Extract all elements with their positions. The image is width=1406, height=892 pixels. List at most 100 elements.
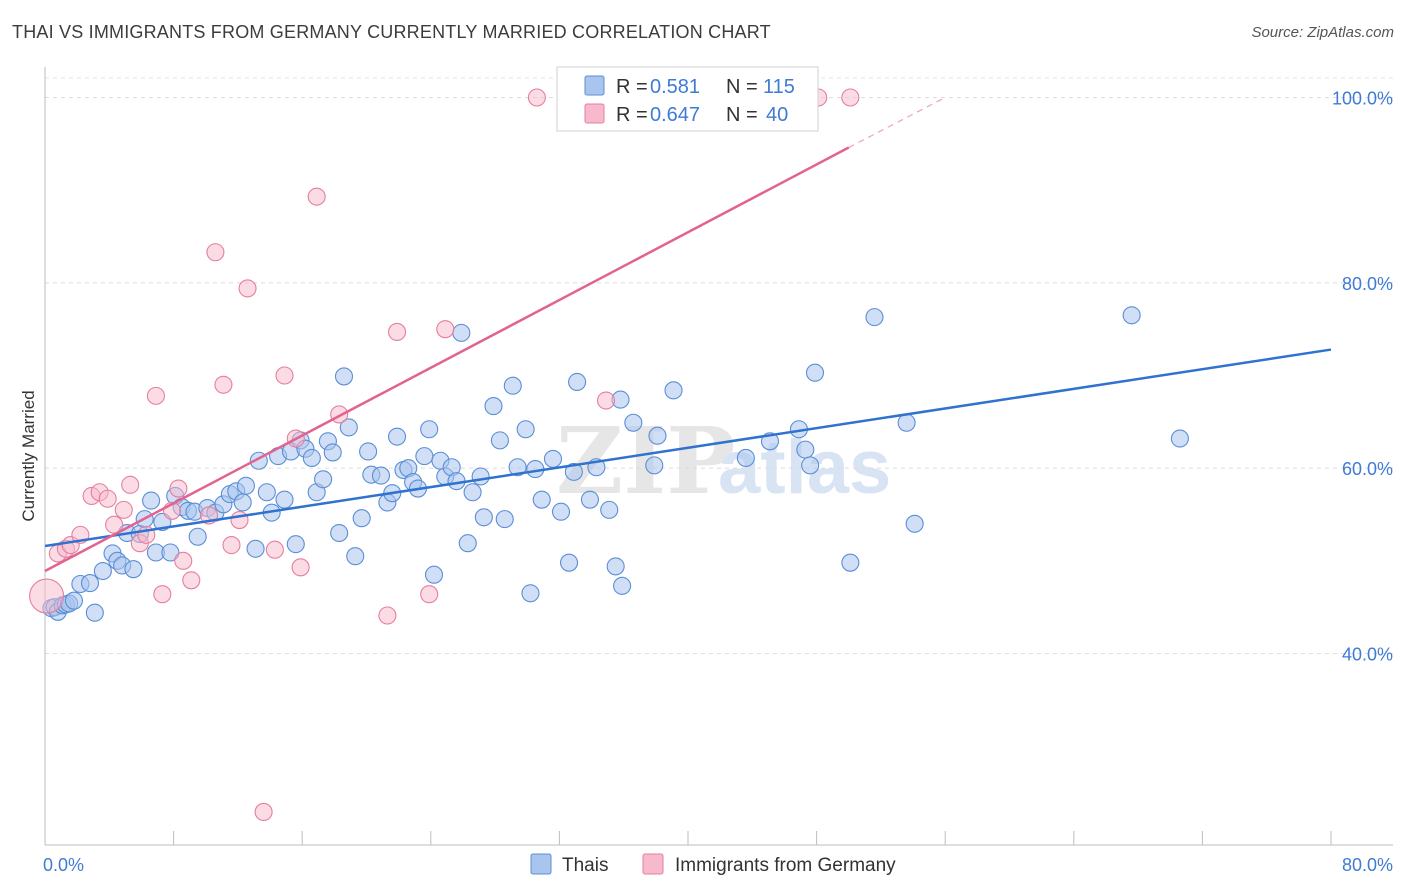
data-point-thais <box>415 447 434 466</box>
data-point-thais <box>551 502 571 521</box>
data-point-thais <box>371 466 391 485</box>
legend-item-germany: Immigrants from Germany <box>675 855 896 876</box>
data-point-thais <box>664 381 683 400</box>
legend-r-value: 0.647 <box>650 104 700 126</box>
y-tick-label: 40.0% <box>1342 645 1393 665</box>
data-point-germany <box>596 391 616 410</box>
data-point-thais <box>796 440 815 459</box>
data-point-thais <box>188 527 207 546</box>
data-point-thais <box>543 449 563 468</box>
y-tick-labels: 40.0% 60.0% 80.0% 100.0% <box>1332 89 1393 665</box>
data-point-thais <box>484 397 503 416</box>
data-point-thais <box>314 470 333 489</box>
x-tick-label: 0.0% <box>43 855 84 875</box>
data-point-thais <box>905 514 924 533</box>
legend-r-value: 0.581 <box>650 76 700 98</box>
data-point-germany <box>146 386 165 405</box>
data-point-thais <box>736 448 755 468</box>
y-axis-label: Currently Married <box>19 390 38 521</box>
data-point-thais <box>624 413 643 432</box>
data-point-thais <box>490 431 509 450</box>
data-point-thais <box>275 490 294 509</box>
data-point-thais <box>1122 306 1141 325</box>
y-tick-label: 100.0% <box>1332 89 1393 109</box>
data-point-thais <box>142 491 161 510</box>
data-point-germany <box>98 489 117 508</box>
data-point-thais <box>471 467 490 486</box>
legend-n-label: N = <box>726 104 758 126</box>
data-point-thais <box>420 420 439 439</box>
data-point-thais <box>580 490 599 509</box>
data-point-thais <box>606 557 625 576</box>
data-point-thais <box>233 493 252 512</box>
data-point-thais <box>359 442 378 461</box>
data-point-germany <box>206 243 225 262</box>
data-point-germany <box>387 322 407 341</box>
data-point-thais <box>246 539 265 558</box>
data-point-thais <box>865 308 884 327</box>
data-point-thais <box>458 534 477 553</box>
legend-swatch-germany <box>584 103 605 124</box>
data-point-thais <box>452 323 471 342</box>
data-point-thais <box>463 483 482 502</box>
legend-n-value: 40 <box>766 104 788 126</box>
data-point-thais <box>564 462 583 481</box>
data-point-germany <box>527 88 546 107</box>
data-point-germany <box>121 475 140 494</box>
data-point-thais <box>805 363 825 382</box>
x-tick-label: 80.0% <box>1342 855 1393 875</box>
data-point-thais <box>508 458 527 477</box>
data-point-germany <box>230 511 249 530</box>
legend-n-label: N = <box>726 76 758 98</box>
series-germany-points <box>29 88 860 822</box>
data-point-thais <box>80 574 100 593</box>
data-point-thais <box>516 420 535 439</box>
data-point-thais <box>503 376 522 395</box>
data-point-thais <box>474 508 493 527</box>
data-point-thais <box>424 565 444 584</box>
data-point-thais <box>124 560 143 579</box>
data-point-thais <box>161 543 180 562</box>
y-tick-label: 80.0% <box>1342 274 1393 294</box>
data-point-thais <box>64 591 83 610</box>
data-point-thais <box>613 576 632 595</box>
data-point-thais <box>495 510 514 529</box>
data-point-thais <box>339 418 358 437</box>
data-point-thais <box>645 456 664 475</box>
data-point-thais <box>330 523 349 543</box>
legend-r-label: R = <box>616 104 648 126</box>
axes <box>44 67 1393 846</box>
data-point-germany <box>420 585 439 604</box>
data-point-thais <box>897 413 916 432</box>
x-tick-labels: 0.0% 80.0% <box>43 855 1393 875</box>
data-point-germany <box>265 540 284 559</box>
trend-lines <box>44 96 1332 573</box>
data-point-germany <box>222 536 241 555</box>
data-point-thais <box>521 584 540 603</box>
data-point-thais <box>568 372 587 392</box>
data-point-thais <box>841 553 860 572</box>
legend-swatch-thais <box>530 853 552 875</box>
chart-title: THAI VS IMMIGRANTS FROM GERMANY CURRENTL… <box>12 22 771 42</box>
trend-line-germany <box>44 146 850 573</box>
data-point-germany <box>378 606 397 625</box>
data-point-germany <box>841 88 860 107</box>
data-point-thais <box>600 500 619 519</box>
data-point-thais <box>323 443 342 462</box>
trend-line-thais <box>44 348 1332 548</box>
data-point-germany <box>29 578 65 614</box>
legend-n-value: 115 <box>763 76 795 98</box>
legend-swatch-thais <box>584 75 605 96</box>
data-point-thais <box>85 603 104 622</box>
data-point-thais <box>532 490 551 509</box>
data-point-thais <box>648 426 667 445</box>
data-point-germany <box>238 279 257 298</box>
data-point-thais <box>801 456 820 475</box>
data-point-germany <box>114 500 133 519</box>
correlation-legend: R = 0.581 N = 115 R = 0.647 N = 40 <box>556 66 819 132</box>
data-point-thais <box>257 483 276 502</box>
legend-r-label: R = <box>616 76 648 98</box>
data-point-thais <box>559 553 579 572</box>
data-point-germany <box>153 585 172 604</box>
